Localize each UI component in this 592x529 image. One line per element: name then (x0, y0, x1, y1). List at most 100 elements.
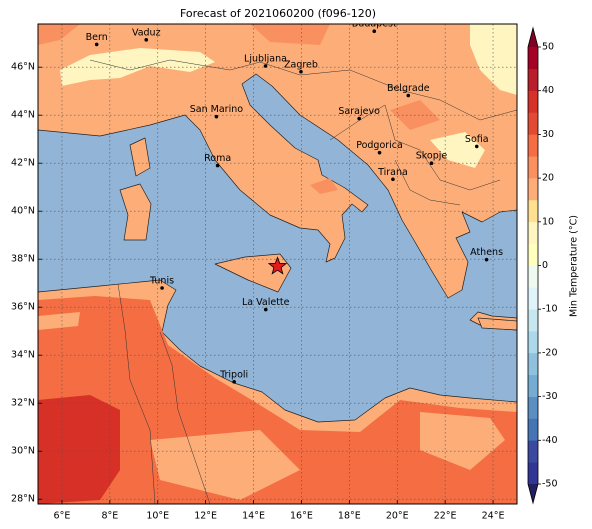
colorbar-tick-label: 50 (542, 42, 554, 53)
city-label: Tripoli (219, 369, 248, 380)
city-dot (484, 257, 489, 262)
colorbar-band (528, 309, 538, 332)
colorbar-tick-label: -50 (542, 479, 558, 490)
colorbar-band (528, 112, 538, 135)
colorbar-band (528, 156, 538, 179)
city-dot (357, 116, 361, 121)
axes: 6°E 8°E 10°E 12°E 14°E 16°E 18°E 20°E 22°E 24°E 28… (11, 62, 504, 522)
y-tick-label: 40°N (11, 206, 35, 217)
city-label: Tunis (149, 276, 174, 287)
colorbar-band (528, 199, 538, 223)
colorbar-band (528, 178, 538, 201)
y-tick-label: 30°N (11, 446, 35, 457)
colorbar-band (528, 243, 538, 266)
island (119, 183, 152, 241)
island (129, 137, 151, 177)
land-patch (38, 312, 80, 330)
warm-patch (310, 178, 338, 194)
border (394, 159, 461, 206)
city-dot (406, 93, 411, 98)
colorbar-band (528, 440, 538, 463)
city-dot (160, 286, 164, 290)
marker-star (267, 256, 288, 275)
warm-patch (38, 24, 80, 45)
border (159, 331, 211, 504)
grid (38, 24, 517, 504)
city-label: Athens (470, 247, 503, 258)
x-tick-label: 12°E (194, 511, 217, 522)
y-tick-label: 34°N (11, 350, 35, 361)
city-label: Belgrade (387, 83, 430, 94)
colorbar-band (528, 90, 538, 113)
land-patch (420, 412, 505, 470)
colorbar-tick-label: -40 (542, 435, 558, 446)
city-dot (377, 150, 382, 155)
x-tick-label: 14°E (242, 511, 265, 522)
border (117, 283, 156, 504)
colorbar-label: Min Temperature (°C) (569, 215, 580, 317)
city-dot (391, 177, 395, 182)
colorbar-band (528, 331, 538, 354)
colorbar-band (528, 134, 538, 157)
colorbar-band (528, 374, 538, 397)
x-tick-label: 10°E (146, 511, 169, 522)
y-tick-label: 28°N (11, 494, 35, 505)
x-tick-label: 8°E (101, 511, 118, 522)
y-tick-label: 38°N (11, 254, 35, 265)
colorbar-tick-label: 20 (542, 173, 554, 184)
map-frame (37, 23, 518, 505)
x-tick-label: 20°E (386, 511, 409, 522)
city-label: San Marino (190, 104, 243, 115)
cool-patch (430, 132, 485, 168)
warm-patch (250, 24, 330, 45)
y-tick-label: 36°N (11, 302, 35, 313)
colorbar-tick-label: 10 (542, 216, 554, 227)
colorbar-band (528, 352, 538, 376)
city-dot (372, 29, 377, 33)
colorbar-band (528, 47, 538, 70)
hot-zone (38, 395, 120, 504)
colorbar-band (528, 396, 538, 419)
colorbar-band (528, 221, 538, 244)
y-tick-label: 44°N (11, 110, 35, 121)
city-dot (94, 42, 99, 47)
city-label: Budapest (352, 19, 397, 30)
colorbar-band (528, 68, 538, 91)
city-dot (474, 144, 479, 149)
city-dot (232, 380, 236, 384)
colorbar-band (528, 265, 538, 288)
city-label: Bern (86, 32, 108, 43)
city-dot (263, 64, 268, 68)
city-label: Roma (204, 153, 231, 164)
colorbar-tick-label: 0 (542, 260, 548, 271)
city-label: Vaduz (132, 27, 161, 38)
cool-patch (60, 48, 215, 86)
colorbar-band (528, 418, 538, 441)
city-label: Tirana (377, 167, 408, 178)
city-label: Sarajevo (338, 106, 380, 117)
city-label: Zagreb (284, 59, 318, 70)
border (89, 59, 517, 121)
city-dot (214, 114, 219, 119)
y-tick-label: 32°N (11, 398, 35, 409)
island (477, 317, 517, 331)
x-tick-label: 24°E (482, 511, 505, 522)
city-dot (429, 161, 434, 165)
city-dot (144, 38, 149, 42)
colorbar-band (528, 462, 538, 485)
y-tick-label: 46°N (11, 62, 35, 73)
colorbar-tick-label: -20 (542, 347, 558, 358)
cool-patch (470, 24, 517, 95)
colorbar-tick-label: 40 (542, 85, 554, 96)
city-dot (299, 69, 303, 74)
city-label: Skopje (416, 151, 448, 162)
city-dot (263, 307, 268, 312)
colorbar-band (528, 287, 538, 310)
colorbar-tick-label: 30 (542, 129, 554, 140)
x-tick-label: 18°E (338, 511, 361, 522)
city-label: Podgorica (356, 140, 403, 151)
colorbar-extend-top (528, 28, 538, 47)
land-patch (150, 430, 300, 500)
